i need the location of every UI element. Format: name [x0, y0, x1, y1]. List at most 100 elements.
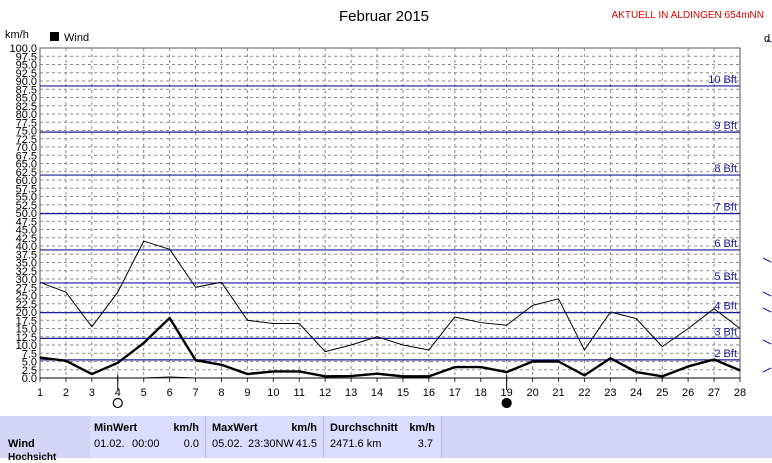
y-tick-label: 22.5 [16, 299, 37, 311]
y-tick-label: 25.0 [16, 291, 37, 303]
beaufort-label: 3 Bft [714, 326, 737, 338]
y-tick-label: 92.5 [16, 68, 37, 80]
right-panel-letter: d [764, 33, 770, 45]
statistics-panel: Wind Hochsicht MinWert km/h 01.02. 00:00… [0, 416, 772, 463]
stats-max-unit: km/h [291, 422, 317, 434]
x-tick-label: 11 [294, 387, 305, 399]
y-tick-label: 0.0 [22, 373, 37, 385]
right-panel-wind-trace [762, 307, 772, 313]
right-panel-wind-trace [762, 291, 772, 297]
x-tick-label: 3 [89, 387, 95, 399]
y-tick-label: 50.0 [16, 208, 37, 220]
x-tick-label: 23 [604, 387, 616, 399]
stats-min-value: 0.0 [183, 438, 199, 450]
x-tick-label: 10 [267, 387, 279, 399]
y-axis-unit: km/h [5, 29, 29, 41]
y-tick-label: 12.5 [16, 332, 37, 344]
y-tick-label: 35.0 [16, 258, 37, 270]
stats-avg-cell: Durchschnitt km/h 2471.6 km 3.7 [324, 416, 442, 458]
y-tick-label: 95.0 [16, 60, 37, 72]
stats-min-title: MinWert [94, 422, 138, 434]
x-tick-label: 18 [475, 387, 487, 399]
new-moon-icon [112, 397, 123, 409]
x-tick-label: 28 [734, 387, 746, 399]
stats-max-value: 41.5 [295, 438, 317, 450]
beaufort-label: 5 Bft [714, 271, 737, 283]
y-tick-label: 15.0 [16, 324, 37, 336]
x-tick-label: 5 [141, 387, 147, 399]
y-tick-label: 2.5 [22, 365, 37, 377]
x-tick-label: 2 [63, 387, 69, 399]
x-tick-label: 20 [526, 387, 538, 399]
beaufort-label: 4 Bft [714, 301, 737, 313]
right-panel-tick [766, 39, 772, 43]
x-tick-label: 19 [501, 387, 513, 399]
beaufort-label: 6 Bft [714, 238, 737, 250]
x-tick-label: 1 [37, 387, 43, 399]
series-line [39, 240, 741, 353]
stats-row-label: Wind [8, 438, 35, 450]
y-tick-label: 80.0 [16, 109, 37, 121]
beaufort-label: 9 Bft [714, 120, 737, 132]
stats-min-time: 00:00 [132, 438, 160, 450]
y-tick-label: 47.5 [16, 216, 37, 228]
x-tick-label: 27 [708, 387, 720, 399]
y-tick-label: 67.5 [16, 150, 37, 162]
y-tick-label: 75.0 [16, 126, 37, 138]
y-tick-label: 87.5 [16, 84, 37, 96]
stats-row-header: Wind Hochsicht [0, 416, 90, 463]
y-tick-label: 45.0 [16, 225, 37, 237]
y-tick-label: 70.0 [16, 142, 37, 154]
full-moon-icon [501, 397, 512, 409]
x-tick-label: 13 [345, 387, 357, 399]
stats-avg-unit: km/h [409, 422, 435, 434]
current-location-status: AKTUELL IN ALDINGEN 654mNN [612, 10, 764, 21]
y-tick-label: 32.5 [16, 266, 37, 278]
series-line [40, 376, 740, 379]
y-tick-label: 90.0 [16, 76, 37, 88]
y-tick-label: 100.0 [9, 43, 37, 55]
legend-swatch [50, 32, 59, 41]
y-tick-label: 37.5 [16, 249, 37, 261]
stats-max-date: 05.02. [212, 438, 243, 450]
x-tick-label: 15 [397, 387, 409, 399]
x-tick-label: 9 [244, 387, 250, 399]
y-tick-label: 97.5 [16, 51, 37, 63]
y-tick-label: 27.5 [16, 282, 37, 294]
x-tick-label: 6 [167, 387, 173, 399]
y-tick-label: 17.5 [16, 315, 37, 327]
stats-min-date: 01.02. [94, 438, 125, 450]
right-panel-wind-trace [762, 339, 772, 345]
beaufort-label: 8 Bft [714, 163, 737, 175]
y-tick-label: 20.0 [16, 307, 37, 319]
y-tick-label: 52.5 [16, 200, 37, 212]
y-tick-label: 85.0 [16, 93, 37, 105]
x-tick-label: 7 [192, 387, 198, 399]
right-panel-wind-trace [762, 257, 772, 263]
y-tick-label: 65.0 [16, 159, 37, 171]
y-tick-label: 55.0 [16, 192, 37, 204]
x-tick-label: 22 [578, 387, 590, 399]
series-line [39, 316, 741, 378]
x-tick-label: 8 [218, 387, 224, 399]
x-tick-label: 16 [423, 387, 435, 399]
y-tick-label: 77.5 [16, 117, 37, 129]
beaufort-label: 7 Bft [714, 202, 737, 214]
y-tick-label: 7.5 [22, 348, 37, 360]
stats-avg-title: Durchschnitt [330, 422, 398, 434]
stats-empty-area [442, 416, 772, 458]
y-tick-label: 10.0 [16, 340, 37, 352]
beaufort-label: 10 Bft [708, 74, 737, 86]
stats-min-unit: km/h [173, 422, 199, 434]
x-tick-label: 25 [656, 387, 668, 399]
chart-title: Februar 2015 [339, 8, 429, 25]
beaufort-label: 2 Bft [714, 348, 737, 360]
y-tick-label: 82.5 [16, 101, 37, 113]
stats-max-time: 23:30NW [248, 438, 294, 450]
y-tick-label: 42.5 [16, 233, 37, 245]
stats-avg-distance: 2471.6 km [330, 438, 382, 450]
y-tick-label: 62.5 [16, 167, 37, 179]
y-tick-label: 40.0 [16, 241, 37, 253]
y-tick-label: 5.0 [22, 357, 37, 369]
right-panel-wind-trace [762, 367, 772, 373]
